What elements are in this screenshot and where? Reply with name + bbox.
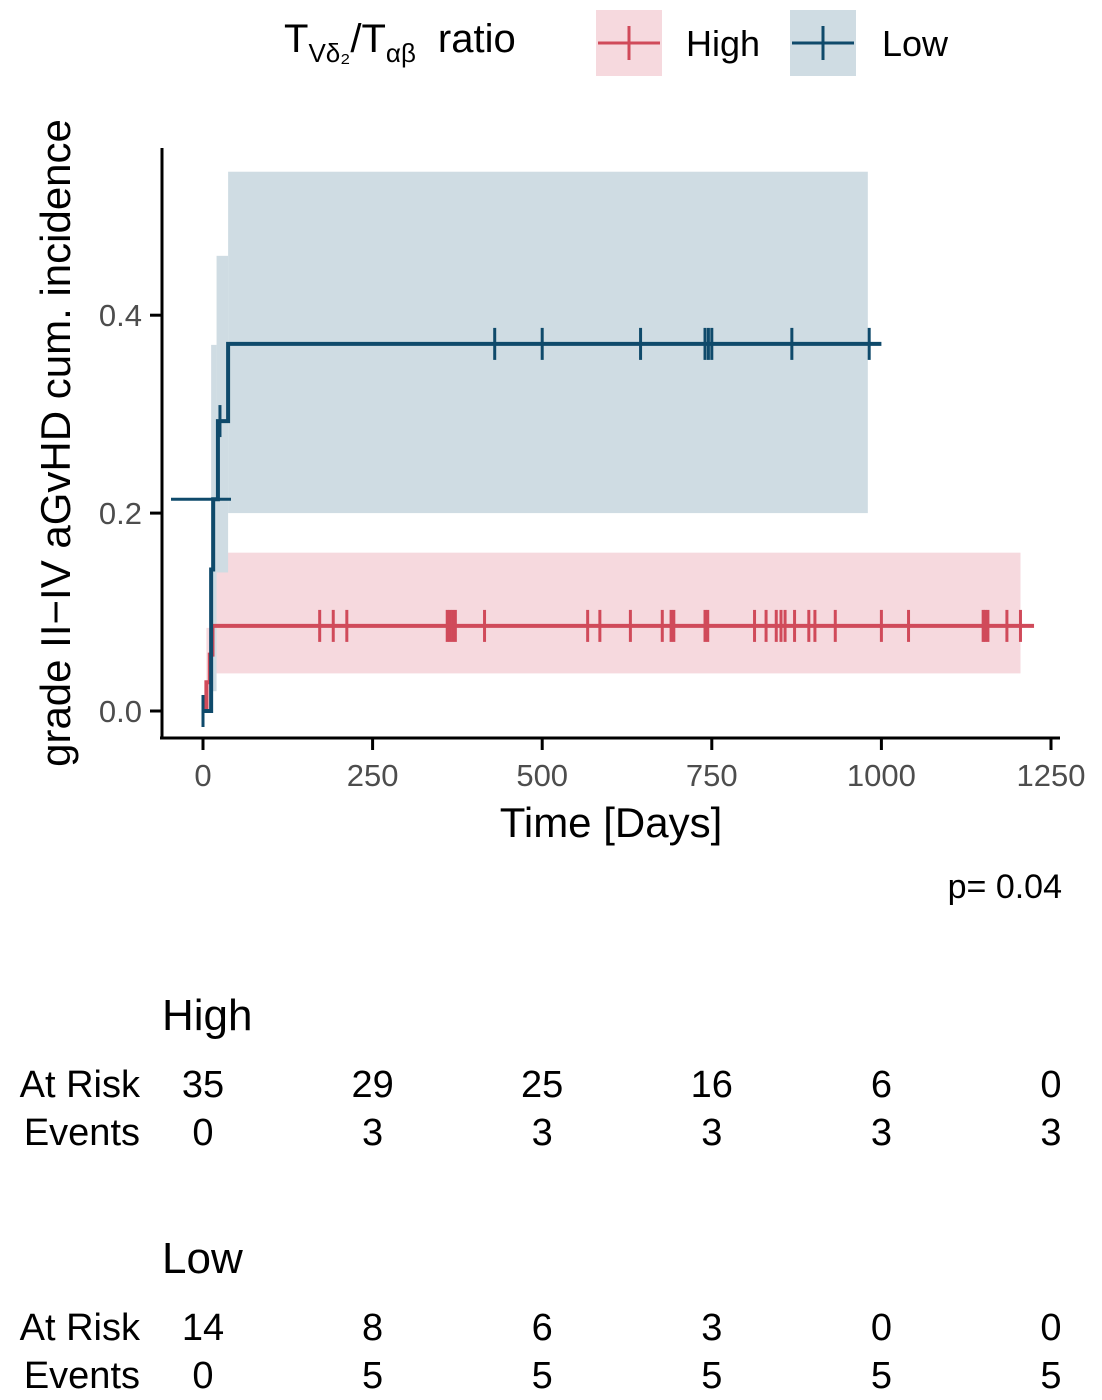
x-tick-label: 0 xyxy=(194,758,211,793)
risk-cell-high: 6 xyxy=(871,1064,892,1106)
x-axis-title: Time [Days] xyxy=(500,799,722,846)
risk-cell-low: 14 xyxy=(182,1307,224,1349)
risk-cell-low: 5 xyxy=(532,1355,553,1397)
risk-cell-low: 5 xyxy=(871,1355,892,1397)
risk-cell-low: 0 xyxy=(871,1307,892,1349)
risk-group-title-low: Low xyxy=(162,1234,243,1283)
legend-title-slash: /T xyxy=(350,17,386,61)
risk-cell-high: 25 xyxy=(521,1064,563,1106)
risk-cell-low: 0 xyxy=(192,1355,213,1397)
risk-cell-high: 29 xyxy=(351,1064,393,1106)
x-tick-label: 250 xyxy=(347,758,399,793)
x-tick-label: 1250 xyxy=(1017,758,1086,793)
risk-cell-low: 5 xyxy=(701,1355,722,1397)
x-tick-label: 1000 xyxy=(847,758,916,793)
risk-cell-low: 0 xyxy=(1040,1307,1061,1349)
risk-cell-low: 3 xyxy=(701,1307,722,1349)
risk-cell-low: 8 xyxy=(362,1307,383,1349)
p-value: p= 0.04 xyxy=(948,868,1062,906)
legend: TVδ₂/Tαβ ratio High Low xyxy=(284,10,949,76)
risk-group-title-high: High xyxy=(162,991,253,1040)
risk-row-label: Events xyxy=(24,1355,140,1397)
legend-title-sub1: Vδ₂ xyxy=(308,38,350,68)
risk-row-label: Events xyxy=(24,1112,140,1154)
legend-title-main: T xyxy=(284,17,308,61)
y-axis-title: grade II−IV aGvHD cum. incidence xyxy=(32,119,79,767)
risk-cell-high: 3 xyxy=(532,1112,553,1154)
x-axis-ticks: 0 250 500 750 1000 1250 xyxy=(194,738,1085,793)
risk-cell-high: 3 xyxy=(1040,1112,1061,1154)
y-tick-label: 0.4 xyxy=(99,298,142,333)
risk-row-label: At Risk xyxy=(20,1307,141,1349)
y-axis-ticks: 0.0 0.2 0.4 xyxy=(99,298,162,729)
y-tick-label: 0.2 xyxy=(99,496,142,531)
censor-marks xyxy=(171,327,1022,727)
legend-title: TVδ₂/Tαβ ratio xyxy=(284,17,516,68)
legend-label-low: Low xyxy=(882,23,949,64)
risk-cell-high: 3 xyxy=(701,1112,722,1154)
risk-cell-high: 16 xyxy=(691,1064,733,1106)
legend-title-suffix: ratio xyxy=(438,17,516,61)
x-tick-label: 500 xyxy=(516,758,568,793)
risk-cell-low: 6 xyxy=(532,1307,553,1349)
risk-cell-high: 0 xyxy=(1040,1064,1061,1106)
risk-cell-high: 3 xyxy=(871,1112,892,1154)
risk-cell-low: 5 xyxy=(362,1355,383,1397)
x-tick-label: 750 xyxy=(686,758,738,793)
risk-cell-high: 3 xyxy=(362,1112,383,1154)
y-tick-label: 0.0 xyxy=(99,694,142,729)
risk-row-label: At Risk xyxy=(20,1064,141,1106)
risk-cell-low: 5 xyxy=(1040,1355,1061,1397)
legend-label-high: High xyxy=(686,23,760,64)
confidence-bands xyxy=(206,171,1021,711)
band-low-segment xyxy=(216,255,229,573)
risk-cell-high: 0 xyxy=(192,1112,213,1154)
legend-title-sub2: αβ xyxy=(386,38,416,68)
risk-cell-high: 35 xyxy=(182,1064,224,1106)
